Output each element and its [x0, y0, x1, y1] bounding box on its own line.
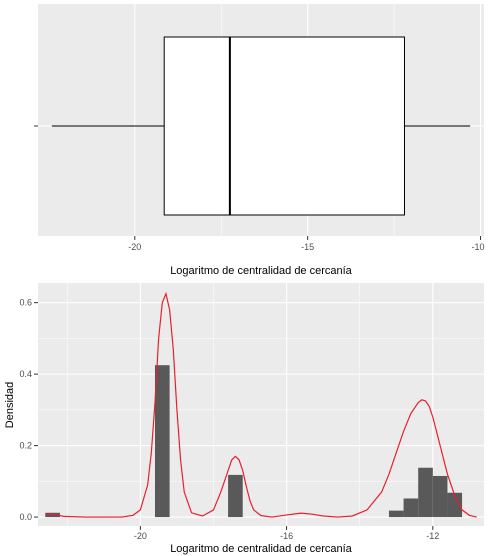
histogram-x-tick-label: -16	[280, 531, 293, 541]
histogram-bar	[154, 365, 170, 518]
boxplot-x-axis-title: Logaritmo de centralidad de cercanía	[170, 265, 352, 277]
histogram-x-tick-label: -12	[426, 531, 439, 541]
histogram-bar	[228, 474, 243, 518]
histogram-bar	[432, 475, 448, 518]
histogram-x-axis-title: Logaritmo de centralidad de cercanía	[170, 543, 352, 555]
boxplot-x-tick-label: -10	[472, 242, 485, 252]
boxplot-x-axis: -20 -15 -10	[128, 236, 485, 252]
boxplot-x-tick-label: -15	[301, 242, 314, 252]
histogram-x-tick-label: -20	[134, 531, 147, 541]
boxplot-x-tick-label: -20	[128, 242, 141, 252]
boxplot-box	[163, 36, 405, 216]
histogram-y-tick-label: 0.2	[19, 441, 32, 451]
histogram-bar	[418, 467, 433, 518]
histogram-y-axis: 0.0 0.2 0.4 0.6	[19, 298, 38, 522]
density-curve	[45, 291, 477, 518]
histogram-y-tick-label: 0.6	[19, 298, 32, 308]
histogram-panel-background	[38, 283, 484, 526]
boxplot-chart: -20 -15 -10 Logaritmo de centralidad de ce…	[34, 4, 485, 277]
histogram-y-tick-label: 0.4	[19, 369, 32, 379]
histogram-chart: 0.0 0.2 0.4 0.6 -20 -16 -12 Logaritmo de cent…	[4, 283, 484, 555]
histogram-x-axis: -20 -16 -12	[134, 526, 439, 541]
histogram-bar	[388, 510, 404, 518]
histogram-y-axis-title: Densidad	[4, 382, 16, 428]
boxplot-box-group	[51, 36, 471, 216]
histogram-bar	[447, 492, 463, 518]
histogram-bars	[45, 365, 463, 518]
histogram-y-tick-label: 0.0	[19, 512, 32, 522]
histogram-bar	[403, 498, 419, 518]
